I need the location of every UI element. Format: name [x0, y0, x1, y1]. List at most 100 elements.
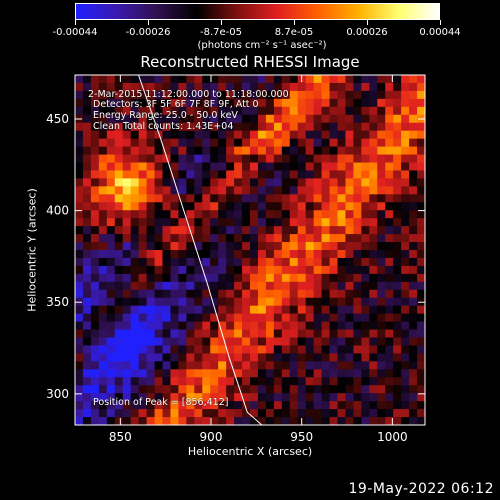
heatmap-cell [75, 361, 84, 370]
heatmap-cell [162, 122, 171, 132]
heatmap-cell [186, 194, 195, 203]
heatmap-cell [281, 106, 291, 116]
heatmap-cell [122, 257, 132, 267]
heatmap-cell [417, 265, 425, 275]
heatmap-cell [138, 114, 148, 124]
heatmap-cell [409, 234, 418, 243]
heatmap-cell [82, 90, 92, 100]
heatmap-cell [130, 361, 140, 370]
heatmap-cell [385, 154, 394, 163]
heatmap-cell [170, 369, 179, 378]
heatmap-cell [250, 194, 259, 203]
y-axis-label: Heliocentric Y (arcsec) [25, 188, 39, 312]
heatmap-cell [114, 353, 124, 362]
heatmap-cell [98, 130, 108, 140]
heatmap-cell [90, 361, 100, 370]
heatmap-cell [361, 273, 370, 283]
heatmap-cell [313, 297, 323, 307]
heatmap-cell [297, 305, 307, 315]
heatmap-cell [353, 265, 362, 275]
heatmap-cell [178, 178, 187, 187]
heatmap-cell [305, 75, 315, 84]
heatmap-cell [289, 385, 299, 394]
heatmap-cell [289, 218, 299, 227]
heatmap-cell [329, 353, 338, 362]
heatmap-cell [329, 75, 338, 84]
heatmap-cell [337, 146, 346, 156]
heatmap-cell [265, 329, 275, 338]
heatmap-cell [377, 337, 386, 346]
heatmap-cell [361, 170, 370, 179]
heatmap-cell [361, 385, 370, 394]
heatmap-cell [178, 417, 187, 425]
heatmap-cell [178, 361, 187, 370]
heatmap-cell [281, 377, 291, 386]
heatmap-cell [170, 75, 179, 84]
heatmap-cell [218, 218, 227, 227]
heatmap-cell [202, 130, 211, 140]
heatmap-cell [353, 122, 362, 132]
heatmap-cell [353, 170, 362, 179]
heatmap-cell [393, 353, 402, 362]
heatmap-cell [194, 313, 203, 323]
heatmap-cell [313, 281, 323, 291]
heatmap-cell [417, 242, 425, 251]
heatmap-cell [417, 313, 425, 323]
heatmap-cell [210, 369, 219, 378]
heatmap-cell [353, 281, 362, 291]
heatmap-cell [289, 273, 299, 283]
heatmap-cell [114, 385, 124, 394]
heatmap-cell [210, 289, 219, 299]
heatmap-cell [377, 321, 386, 331]
heatmap-cell [130, 321, 140, 331]
heatmap-cell [297, 385, 307, 394]
heatmap-cell [82, 154, 92, 163]
heatmap-cell [146, 202, 156, 211]
heatmap-cell [250, 146, 259, 156]
heatmap-cell [345, 329, 354, 338]
heatmap-cell [273, 361, 283, 370]
heatmap-cell [146, 226, 156, 235]
heatmap-cell [178, 273, 187, 283]
heatmap-cell [226, 273, 235, 283]
heatmap-cell [75, 321, 84, 331]
heatmap-cell [90, 281, 100, 291]
heatmap-cell [409, 250, 418, 259]
heatmap-cell [409, 226, 418, 235]
heatmap-cell [401, 218, 410, 227]
heatmap-cell [250, 329, 259, 338]
heatmap-cell [337, 393, 346, 402]
heatmap-cell [162, 234, 171, 243]
heatmap-cell [170, 361, 179, 370]
heatmap-cell [377, 257, 386, 267]
heatmap-cell [98, 305, 108, 315]
heatmap-cell [409, 146, 418, 156]
heatmap-cell [281, 146, 291, 156]
heatmap-cell [138, 90, 148, 100]
heatmap-cell [257, 289, 267, 299]
heatmap-cell [138, 369, 148, 378]
heatmap-cell [178, 289, 187, 299]
heatmap-cell [401, 281, 410, 291]
heatmap-cell [401, 130, 410, 140]
heatmap-cell [250, 226, 259, 235]
heatmap-cell [218, 90, 227, 100]
heatmap-cell [138, 170, 148, 179]
heatmap-cell [210, 273, 219, 283]
heatmap-cell [234, 154, 243, 163]
heatmap-cell [297, 170, 307, 179]
heatmap-cell [289, 242, 299, 251]
heatmap-cell [409, 75, 418, 84]
heatmap-cell [289, 337, 299, 346]
heatmap-cell [194, 178, 203, 187]
heatmap-cell [154, 409, 163, 418]
heatmap-cell [194, 210, 203, 219]
heatmap-cell [409, 385, 418, 394]
heatmap-cell [170, 265, 179, 275]
heatmap-cell [146, 281, 156, 291]
heatmap-cell [417, 329, 425, 338]
heatmap-cell [146, 273, 156, 283]
heatmap-cell [210, 329, 219, 338]
heatmap-cell [146, 257, 156, 267]
heatmap-cell [250, 90, 259, 100]
